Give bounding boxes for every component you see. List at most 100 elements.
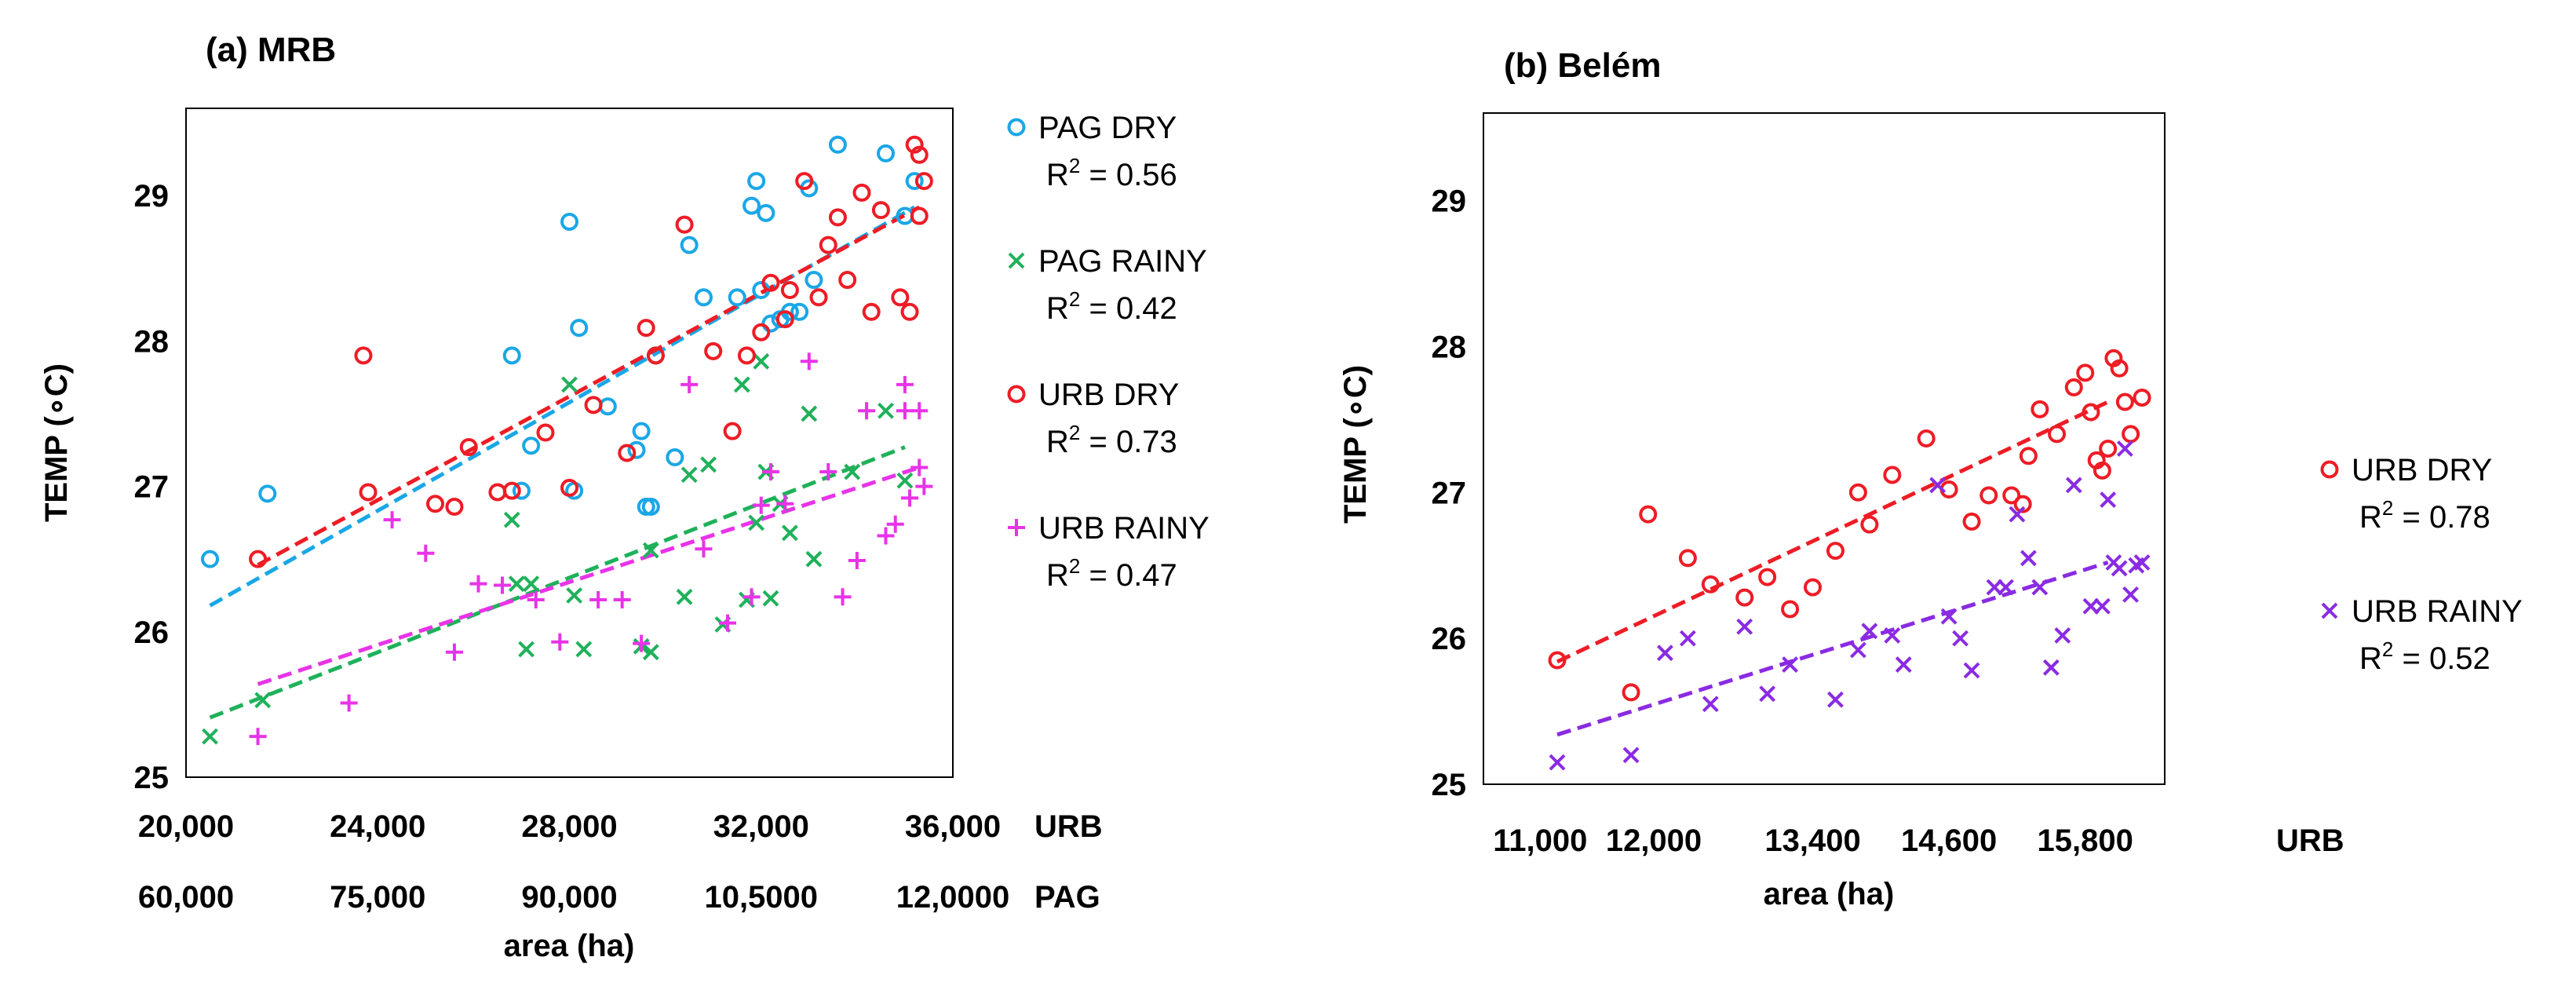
panel-a-legend-r2-pag-rainy: R2 = 0.42 [1046, 287, 1177, 326]
panel-b-point-urb-dry-3 [1678, 549, 1697, 568]
panel-b-point-urb-rainy-0 [1549, 754, 1566, 771]
panel-a-point-pag-dry-3 [512, 481, 531, 500]
panel-a-point-urb-dry-34 [910, 145, 929, 164]
panel-b-point-urb-rainy-7 [1782, 656, 1799, 674]
panel-a-point-urb-rainy-19 [800, 352, 818, 371]
panel-a-point-urb-dry-31 [900, 302, 919, 321]
panel-a-point-urb-dry-4 [445, 497, 464, 516]
panel-b-point-urb-dry-4 [1701, 575, 1720, 593]
panel-a-point-pag-rainy-2 [503, 511, 520, 528]
panel-b-legend-marker-urb-rainy [2321, 602, 2338, 619]
panel-b-point-urb-rainy-9 [1849, 641, 1866, 659]
panel-a-x-tick-pag-3: 10,5000 [704, 880, 818, 915]
panel-b-legend-label-urb-rainy: URB RAINY [2352, 594, 2523, 629]
panel-a-point-urb-rainy-8 [551, 633, 569, 651]
panel-b-y-tick-28: 28 [1432, 330, 1467, 364]
panel-a-point-pag-dry-15 [680, 236, 699, 254]
panel-b-point-urb-dry-21 [2048, 425, 2067, 444]
panel-a-legend-label-pag-dry: PAG DRY [1038, 111, 1177, 145]
panel-a-point-urb-dry-24 [819, 236, 837, 254]
panel-b-point-urb-rainy-18 [1998, 579, 2014, 596]
panel-b-point-urb-dry-17 [2002, 486, 2021, 505]
panel-a-point-pag-rainy-21 [762, 590, 779, 607]
panel-a-point-urb-dry-0 [249, 550, 268, 568]
panel-b-x-tick-urb-1: 12,000 [1606, 823, 1702, 858]
panel-b-trendline-urb-rainy [1556, 561, 2109, 737]
panel-a-x-tick-pag-4: 12,0000 [896, 880, 1010, 915]
panel-a-x-tick-urb-2: 28,000 [521, 809, 617, 844]
panel-a-point-urb-dry-1 [354, 346, 373, 365]
panel-a-point-urb-rainy-2 [383, 511, 401, 529]
panel-a-point-pag-dry-27 [805, 271, 823, 290]
panel-b-point-urb-dry-11 [1860, 515, 1879, 534]
panel-b-y-axis-label: TEMP (∘C) [1338, 365, 1373, 524]
panel-a-point-pag-rainy-11 [642, 542, 659, 559]
panel-a-point-pag-dry-18 [743, 196, 761, 215]
panel-b-point-urb-dry-1 [1622, 683, 1640, 702]
panel-a-point-urb-rainy-3 [417, 544, 435, 562]
panel-a-point-urb-rainy-0 [249, 728, 267, 746]
panel-b-point-urb-dry-20 [2031, 400, 2049, 418]
panel-b-point-urb-rainy-3 [1679, 630, 1696, 647]
panel-a-trendline-pag-dry [209, 205, 916, 608]
panel-b-point-urb-dry-8 [1804, 578, 1823, 597]
panel-a-point-urb-dry-10 [584, 396, 603, 414]
panel-a-point-pag-dry-0 [201, 550, 220, 568]
panel-a-point-urb-dry-21 [780, 281, 799, 300]
panel-b-legend-r2-urb-rainy: R2 = 0.52 [2359, 637, 2490, 676]
panel-a-y-tick-29: 29 [134, 179, 170, 214]
panel-b-point-urb-dry-9 [1826, 542, 1844, 561]
panel-b-point-urb-dry-7 [1781, 600, 1800, 619]
panel-a-point-urb-dry-27 [852, 183, 871, 202]
panel-a-legend-label-urb-dry: URB DRY [1038, 378, 1179, 412]
panel-a-point-urb-dry-30 [891, 288, 910, 307]
panel-a-point-urb-rainy-1 [340, 694, 358, 712]
panel-b-point-urb-dry-27 [2099, 440, 2118, 458]
panel-b-belem: (b) Belém 25 26 27 28 29 11,000 12,000 13,400 1… [1338, 46, 2523, 911]
panel-a-point-urb-rainy-17 [761, 463, 779, 481]
panel-a-point-urb-dry-16 [723, 422, 742, 440]
panel-a-point-pag-rainy-1 [254, 692, 272, 709]
panel-a-legend-label-pag-rainy: PAG RAINY [1038, 244, 1207, 279]
panel-b-point-urb-dry-15 [1962, 512, 1981, 531]
panel-b-point-urb-rainy-33 [2133, 554, 2151, 571]
panel-b-point-urb-dry-23 [2076, 363, 2095, 382]
panel-a-point-pag-dry-2 [502, 346, 521, 365]
panel-b-point-urb-rainy-12 [1895, 656, 1912, 674]
panel-a-point-pag-rainy-7 [566, 587, 583, 604]
panel-a-point-pag-dry-10 [632, 422, 651, 440]
panel-b-point-urb-rainy-1 [1622, 747, 1640, 764]
panel-b-point-urb-rainy-11 [1884, 626, 1901, 644]
panel-a-title: (a) MRB [206, 31, 336, 69]
panel-b-point-urb-rainy-16 [1963, 662, 1980, 679]
panel-a-point-urb-rainy-12 [680, 375, 699, 393]
panel-a-point-urb-rainy-20 [819, 463, 837, 481]
panel-a-point-urb-dry-9 [560, 478, 578, 497]
panel-a-point-urb-rainy-15 [743, 588, 761, 606]
panel-a-point-pag-rainy-27 [878, 402, 894, 419]
panel-a-point-pag-rainy-23 [781, 524, 798, 542]
panel-b-point-urb-rainy-31 [2122, 586, 2140, 603]
panel-a-point-urb-rainy-28 [901, 489, 919, 507]
panel-a-point-urb-dry-3 [426, 495, 445, 513]
panel-b-point-urb-dry-26 [2093, 461, 2111, 480]
panel-a-legend-r2-urb-rainy: R2 = 0.47 [1046, 554, 1177, 593]
panel-a-point-pag-rainy-24 [801, 405, 818, 422]
panel-a-point-urb-rainy-14 [719, 614, 737, 632]
panel-b-point-urb-dry-0 [1548, 651, 1567, 670]
panel-a-point-pag-dry-9 [627, 440, 646, 459]
panel-a-point-urb-rainy-31 [915, 477, 933, 495]
panel-a-trendline-urb-rainy [257, 466, 921, 686]
panel-a-y-tick-25: 25 [134, 761, 170, 795]
panel-a-point-pag-rainy-16 [733, 376, 750, 393]
panel-a-point-pag-rainy-4 [518, 641, 535, 658]
panel-a-mrb: (a) MRB 25 26 27 28 29 20,000 24,000 28,000 32,… [39, 31, 1210, 963]
panel-b-point-urb-dry-24 [2082, 403, 2100, 422]
panel-a-point-urb-dry-15 [704, 341, 723, 360]
panel-a-point-urb-rainy-10 [613, 591, 631, 609]
panel-a-point-urb-dry-35 [914, 172, 933, 191]
panel-a-legend-r2-pag-dry: R2 = 0.56 [1046, 154, 1177, 192]
panel-b-point-urb-dry-2 [1639, 505, 1658, 524]
panel-a-point-urb-dry-20 [775, 310, 794, 329]
panel-a-point-urb-dry-5 [459, 438, 478, 457]
